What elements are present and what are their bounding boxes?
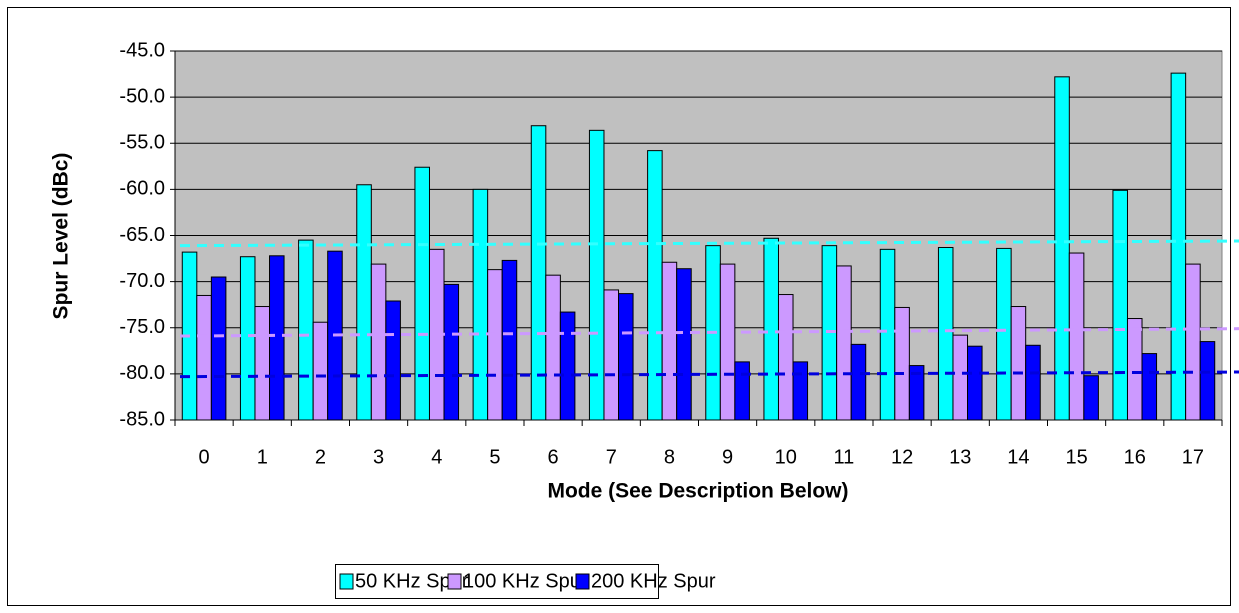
bar — [487, 269, 503, 421]
y-tick-label: -45.0 — [119, 39, 165, 61]
bar — [239, 256, 256, 421]
bar — [298, 239, 314, 421]
bar — [719, 263, 736, 421]
x-tick-label: 14 — [1007, 446, 1029, 468]
reference-line — [179, 370, 1239, 379]
y-tick-label: -55.0 — [119, 132, 165, 154]
bar — [1083, 375, 1099, 421]
x-tick-label: 0 — [199, 446, 210, 468]
x-tick-label: 9 — [722, 446, 733, 468]
bar — [443, 283, 460, 421]
reference-line — [179, 327, 1239, 338]
bar — [1199, 341, 1216, 421]
x-tick-label: 17 — [1182, 446, 1204, 468]
bar — [792, 361, 809, 421]
x-tick-label: 4 — [431, 446, 442, 468]
bar — [1170, 72, 1187, 421]
bar — [472, 188, 489, 421]
bar — [501, 259, 518, 421]
x-tick-label: 16 — [1124, 446, 1146, 468]
bar — [777, 294, 794, 421]
bar — [385, 300, 401, 421]
legend-swatch — [575, 573, 590, 590]
y-tick-label: -70.0 — [119, 270, 165, 292]
x-tick-label: 8 — [664, 446, 675, 468]
x-tick-label: 3 — [373, 446, 384, 468]
bar — [1010, 306, 1027, 421]
bar — [210, 276, 227, 421]
bar — [879, 248, 896, 421]
bar — [414, 166, 430, 421]
bar — [1068, 252, 1085, 421]
bar — [763, 237, 779, 421]
bar — [676, 268, 692, 421]
x-tick-label: 12 — [891, 446, 913, 468]
y-axis-title: Spur Level (dBc) — [50, 153, 73, 320]
x-tick-label: 5 — [489, 446, 500, 468]
bar — [269, 255, 285, 421]
bar — [254, 306, 271, 421]
bar — [734, 361, 750, 421]
bar — [559, 311, 576, 421]
x-tick-label: 1 — [257, 446, 268, 468]
x-tick-label: 2 — [315, 446, 326, 468]
bar — [603, 289, 620, 421]
x-tick-label: 13 — [949, 446, 971, 468]
bar — [1112, 189, 1128, 421]
bar — [588, 129, 605, 421]
x-tick-label: 10 — [775, 446, 797, 468]
bar — [1054, 76, 1070, 421]
legend-swatch — [447, 573, 462, 590]
x-tick-label: 6 — [548, 446, 559, 468]
y-tick-label: -85.0 — [119, 408, 165, 430]
legend-label: 50 KHz Spur — [355, 570, 469, 592]
bar — [196, 294, 212, 421]
legend-swatch — [339, 573, 354, 590]
bar — [952, 334, 969, 421]
legend-label: 100 KHz Spur — [463, 570, 588, 592]
x-tick-label: 7 — [606, 446, 617, 468]
bar — [618, 293, 634, 421]
bar — [545, 274, 561, 421]
bar — [894, 306, 910, 421]
bar — [661, 261, 678, 421]
bar — [647, 150, 663, 421]
bar — [1185, 263, 1201, 421]
bar — [1126, 318, 1143, 421]
y-tick-label: -80.0 — [119, 362, 165, 384]
y-tick-label: -75.0 — [119, 316, 165, 338]
y-tick-label: -50.0 — [119, 85, 165, 107]
x-tick-label: 11 — [834, 446, 855, 468]
bar — [836, 265, 852, 421]
x-tick-label: 15 — [1065, 446, 1087, 468]
bar — [356, 184, 372, 421]
legend-label: 200 KHz Spur — [591, 570, 716, 592]
bar — [312, 321, 329, 421]
bar — [937, 246, 954, 421]
bar — [850, 343, 867, 421]
bar — [1025, 344, 1041, 421]
bar — [370, 263, 387, 421]
y-tick-label: -60.0 — [119, 178, 165, 200]
bar — [1141, 353, 1158, 421]
reference-line — [179, 239, 1239, 248]
bar — [996, 247, 1012, 421]
legend-box — [335, 564, 659, 599]
bar — [967, 345, 983, 421]
y-tick-label: -65.0 — [119, 224, 165, 246]
x-axis-title: Mode (See Description Below) — [547, 480, 848, 503]
